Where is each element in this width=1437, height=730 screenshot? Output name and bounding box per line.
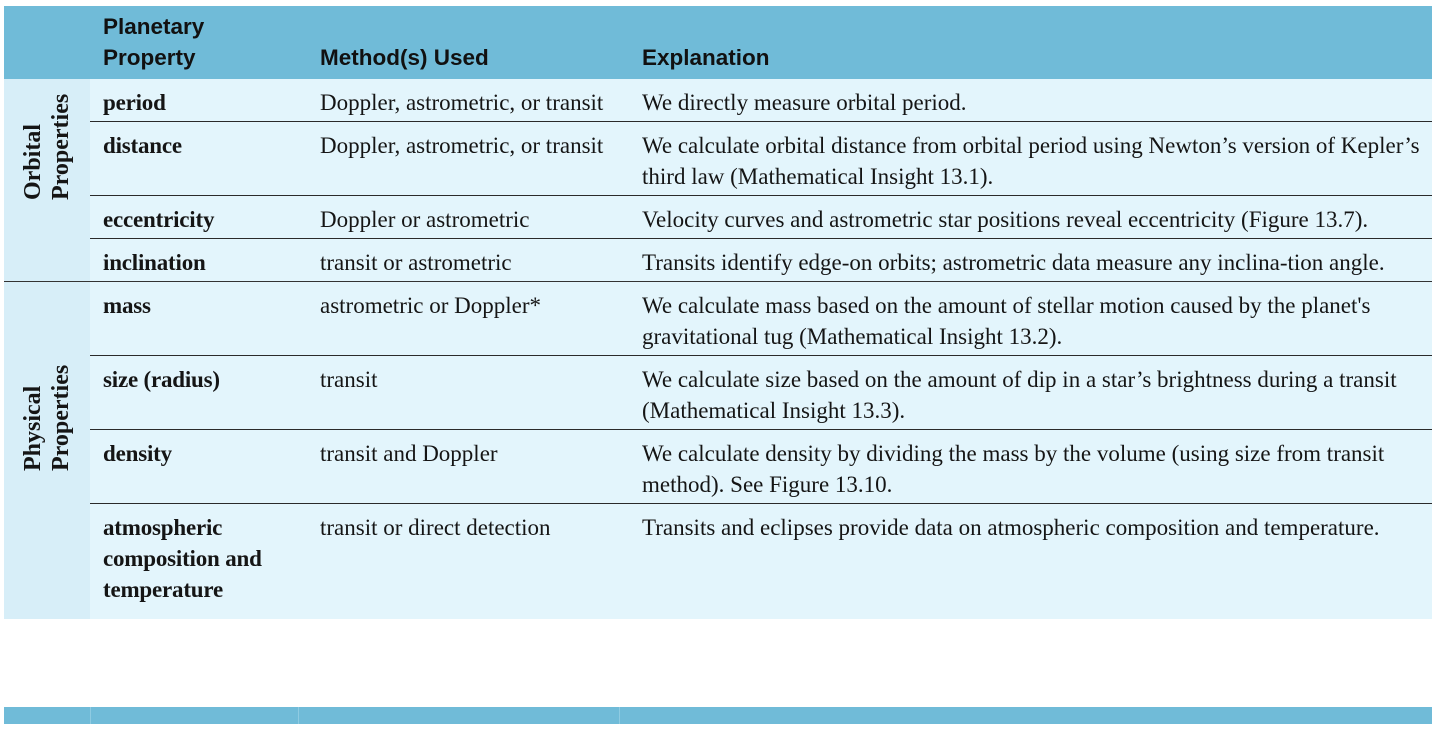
row-property: mass [90, 281, 298, 356]
row-explanation: We calculate density by dividing the mas… [619, 429, 1432, 504]
table-row: eccentricity Doppler or astrometric Velo… [4, 195, 1432, 239]
header-group [4, 6, 90, 79]
row-explanation: We calculate orbital distance from orbit… [619, 121, 1432, 196]
footer-divider [90, 707, 91, 724]
row-method: astrometric or Doppler* [298, 281, 619, 356]
table-row: distance Doppler, astrometric, or transi… [4, 121, 1432, 196]
table-footer-band [4, 707, 1432, 724]
group-label-physical: Physical Properties [4, 281, 90, 619]
table-row: atmospheric composition and temperature … [4, 503, 1432, 619]
row-method: Doppler, astrometric, or transit [298, 121, 619, 196]
table-row: size (radius) transit We calculate size … [4, 355, 1432, 430]
row-property: size (radius) [90, 355, 298, 430]
row-explanation: Transits identify edge-on orbits; astrom… [619, 238, 1432, 282]
row-property: period [90, 79, 298, 122]
footer-divider [298, 707, 299, 724]
row-explanation: We calculate mass based on the amount of… [619, 281, 1432, 356]
row-property: density [90, 429, 298, 504]
row-method: Doppler, astrometric, or transit [298, 79, 619, 122]
table-row: density transit and Doppler We calculate… [4, 429, 1432, 504]
row-method: transit [298, 355, 619, 430]
table-row: Orbital Properties period Doppler, astro… [4, 79, 1432, 282]
planetary-properties-table: Planetary Property Method(s) Used Explan… [4, 6, 1432, 619]
group-label-orbital: Orbital Properties [4, 79, 90, 282]
header-property: Planetary Property [90, 6, 298, 79]
properties-table: Planetary Property Method(s) Used Explan… [4, 6, 1432, 619]
row-method: transit and Doppler [298, 429, 619, 504]
table-row: inclination transit or astrometric Trans… [4, 238, 1432, 282]
row-explanation: We calculate size based on the amount of… [619, 355, 1432, 430]
row-method: transit or direct detection [298, 503, 619, 619]
row-explanation: We directly measure orbital period. [619, 79, 1432, 122]
row-property: distance [90, 121, 298, 196]
row-property: eccentricity [90, 195, 298, 239]
footer-divider [619, 707, 620, 724]
row-property: inclination [90, 238, 298, 282]
header-explanation: Explanation [619, 6, 1432, 79]
header-method: Method(s) Used [298, 6, 619, 79]
table-row: Physical Properties mass astrometric or … [4, 281, 1432, 619]
header-row: Planetary Property Method(s) Used Explan… [4, 6, 1432, 79]
row-method: transit or astrometric [298, 238, 619, 282]
row-method: Doppler or astrometric [298, 195, 619, 239]
row-explanation: Transits and eclipses provide data on at… [619, 503, 1432, 619]
row-explanation: Velocity curves and astrometric star pos… [619, 195, 1432, 239]
row-property: atmospheric composition and temperature [90, 503, 298, 619]
